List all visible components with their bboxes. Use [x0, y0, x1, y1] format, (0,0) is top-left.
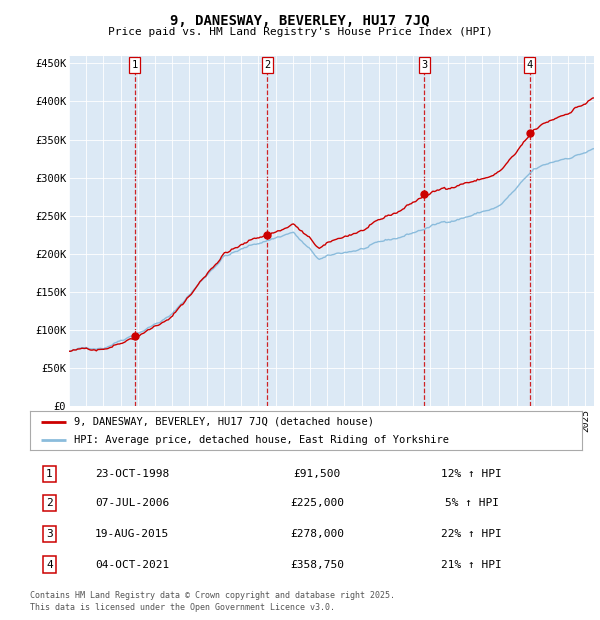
Text: £278,000: £278,000	[290, 529, 344, 539]
Text: 22% ↑ HPI: 22% ↑ HPI	[441, 529, 502, 539]
Text: 2: 2	[264, 60, 271, 70]
Text: HPI: Average price, detached house, East Riding of Yorkshire: HPI: Average price, detached house, East…	[74, 435, 449, 445]
Text: 4: 4	[526, 60, 533, 70]
Text: 23-OCT-1998: 23-OCT-1998	[95, 469, 169, 479]
Text: 1: 1	[46, 469, 53, 479]
Text: 07-JUL-2006: 07-JUL-2006	[95, 498, 169, 508]
Text: £358,750: £358,750	[290, 560, 344, 570]
Text: 12% ↑ HPI: 12% ↑ HPI	[441, 469, 502, 479]
Text: 21% ↑ HPI: 21% ↑ HPI	[441, 560, 502, 570]
Text: 1: 1	[131, 60, 138, 70]
Text: This data is licensed under the Open Government Licence v3.0.: This data is licensed under the Open Gov…	[30, 603, 335, 612]
Text: 04-OCT-2021: 04-OCT-2021	[95, 560, 169, 570]
Text: 3: 3	[421, 60, 427, 70]
Text: £225,000: £225,000	[290, 498, 344, 508]
Text: £91,500: £91,500	[293, 469, 341, 479]
Text: 3: 3	[46, 529, 53, 539]
Text: 4: 4	[46, 560, 53, 570]
Text: 9, DANESWAY, BEVERLEY, HU17 7JQ: 9, DANESWAY, BEVERLEY, HU17 7JQ	[170, 14, 430, 29]
Text: 9, DANESWAY, BEVERLEY, HU17 7JQ (detached house): 9, DANESWAY, BEVERLEY, HU17 7JQ (detache…	[74, 417, 374, 427]
Text: 5% ↑ HPI: 5% ↑ HPI	[445, 498, 499, 508]
Text: Contains HM Land Registry data © Crown copyright and database right 2025.: Contains HM Land Registry data © Crown c…	[30, 590, 395, 600]
Text: 19-AUG-2015: 19-AUG-2015	[95, 529, 169, 539]
Text: 2: 2	[46, 498, 53, 508]
Text: Price paid vs. HM Land Registry's House Price Index (HPI): Price paid vs. HM Land Registry's House …	[107, 27, 493, 37]
